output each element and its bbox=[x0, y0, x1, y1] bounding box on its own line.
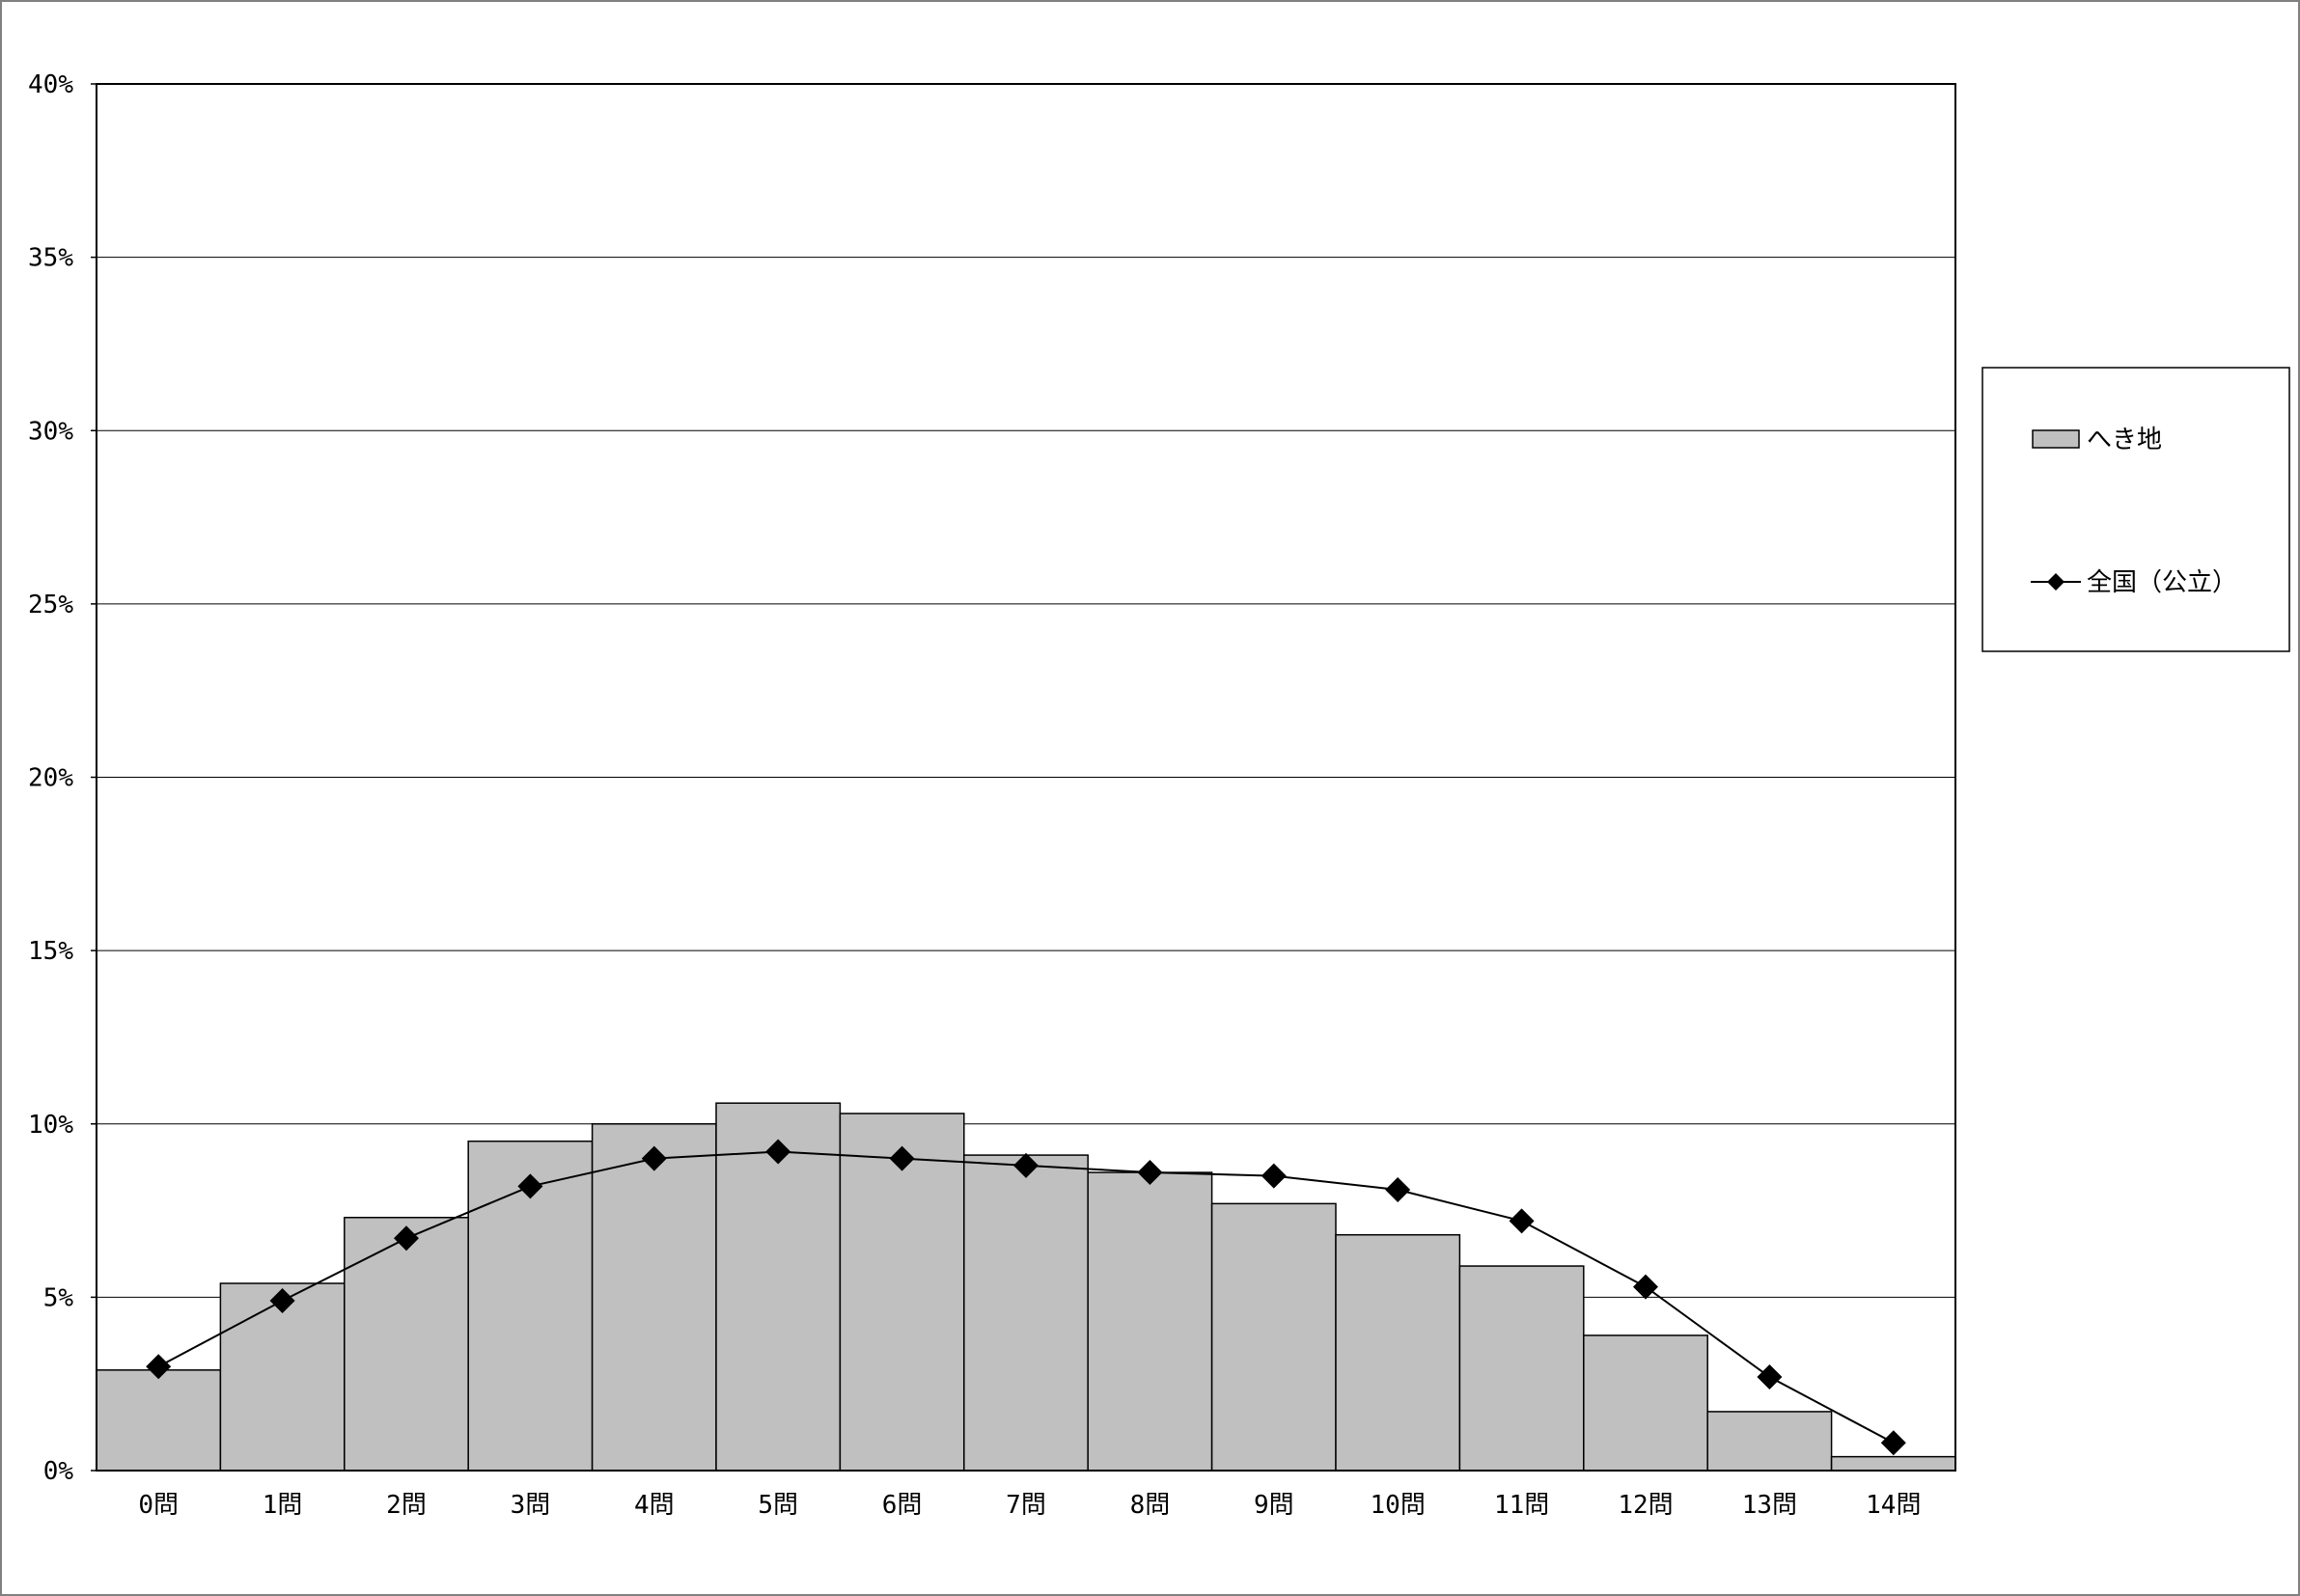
bar bbox=[591, 1123, 717, 1472]
bar bbox=[219, 1282, 346, 1472]
line-point bbox=[269, 1287, 295, 1313]
y-tick-label: 10% bbox=[28, 1111, 73, 1140]
line-point bbox=[1880, 1430, 1906, 1456]
x-tick-label: 8問 bbox=[1130, 1491, 1171, 1520]
x-tick-label: 11問 bbox=[1494, 1491, 1549, 1520]
bar bbox=[963, 1154, 1089, 1472]
y-tick-label: 5% bbox=[43, 1283, 74, 1312]
line-point bbox=[641, 1145, 667, 1171]
line-series bbox=[146, 1139, 1906, 1456]
x-tick-label: 4問 bbox=[634, 1491, 675, 1520]
bar bbox=[96, 1369, 222, 1472]
bar bbox=[1210, 1202, 1337, 1472]
x-tick-label: 3問 bbox=[511, 1491, 551, 1520]
line-point bbox=[1013, 1152, 1039, 1178]
line-point bbox=[1633, 1274, 1658, 1300]
legend-label-line: 全国（公立） bbox=[2087, 568, 2237, 597]
bar bbox=[839, 1113, 965, 1472]
line-point bbox=[889, 1145, 915, 1171]
line-point bbox=[394, 1225, 419, 1252]
line-point bbox=[1385, 1177, 1411, 1203]
legend-box bbox=[1981, 367, 2290, 652]
line-point bbox=[1757, 1364, 1783, 1390]
y-tick-label: 25% bbox=[28, 591, 73, 619]
y-tick-label: 15% bbox=[28, 937, 73, 966]
y-tick-label: 35% bbox=[28, 244, 73, 273]
x-tick-label: 1問 bbox=[263, 1491, 303, 1520]
bar bbox=[1087, 1171, 1213, 1472]
legend-label-bar: へき地 bbox=[2087, 426, 2162, 454]
bar bbox=[1830, 1455, 1956, 1472]
x-tick-label: 2問 bbox=[386, 1491, 427, 1520]
y-tick-label: 30% bbox=[28, 417, 73, 446]
bar bbox=[1706, 1411, 1833, 1472]
x-tick-label: 14問 bbox=[1866, 1491, 1921, 1520]
x-tick-label: 10問 bbox=[1371, 1491, 1426, 1520]
y-tick-label: 40% bbox=[28, 70, 73, 99]
x-tick-label: 9問 bbox=[1254, 1491, 1294, 1520]
bar bbox=[1335, 1233, 1461, 1472]
bar-series bbox=[96, 1102, 1956, 1472]
line-point bbox=[1509, 1208, 1535, 1234]
y-tick-label: 20% bbox=[28, 764, 73, 793]
y-axis-ticks: 0% 5% 10% 15% 20% 25% 30% 35% 40% bbox=[28, 70, 97, 1486]
legend-swatch-marker bbox=[2047, 573, 2064, 591]
x-axis-ticks: 0問 1問 2問 3問 4問 5問 6問 7問 8問 9問 10問 11問 12問 13問 14問 bbox=[138, 1491, 1921, 1520]
x-tick-label: 7問 bbox=[1006, 1491, 1046, 1520]
x-tick-label: 0問 bbox=[138, 1491, 179, 1520]
x-tick-label: 12問 bbox=[1618, 1491, 1673, 1520]
line-point bbox=[146, 1354, 172, 1380]
x-tick-label: 5問 bbox=[758, 1491, 798, 1520]
x-tick-label: 6問 bbox=[882, 1491, 923, 1520]
x-tick-label: 13問 bbox=[1742, 1491, 1797, 1520]
y-tick-label: 0% bbox=[43, 1457, 74, 1486]
legend: へき地 全国（公立） bbox=[1981, 367, 2290, 652]
line-point bbox=[1137, 1160, 1163, 1186]
line-point bbox=[1261, 1163, 1287, 1189]
bar bbox=[1458, 1265, 1585, 1472]
line-point bbox=[765, 1139, 791, 1165]
bar bbox=[715, 1102, 842, 1472]
line-point bbox=[517, 1173, 543, 1199]
bar bbox=[1583, 1335, 1708, 1472]
legend-swatch-bar bbox=[2032, 429, 2080, 449]
bar bbox=[344, 1216, 469, 1472]
